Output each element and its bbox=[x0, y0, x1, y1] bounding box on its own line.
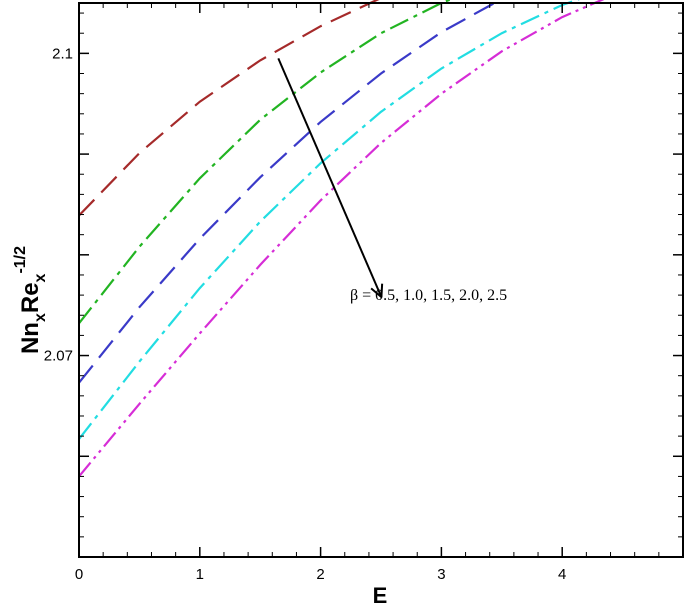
y-tick-label: 2.1 bbox=[52, 45, 73, 62]
x-tick-label: 4 bbox=[558, 566, 566, 583]
axis-layer: 0 1 2 3 4 2.07 2.1 bbox=[44, 3, 683, 583]
y-tick-label: 2.07 bbox=[44, 348, 73, 365]
y-title-sup: -1/2 bbox=[12, 246, 29, 274]
x-axis-title: E bbox=[373, 583, 388, 608]
x-tick-label: 3 bbox=[437, 566, 445, 583]
x-tick-label: 1 bbox=[196, 566, 204, 583]
y-title-sub1: x bbox=[32, 313, 49, 322]
x-tick-label: 0 bbox=[75, 566, 83, 583]
y-axis-title: NnxRex-1/2 bbox=[12, 246, 49, 354]
series-line-5 bbox=[78, 0, 605, 478]
y-title-base: Nn bbox=[17, 322, 44, 354]
y-title-mid: Re bbox=[17, 282, 44, 313]
plot-area-frame bbox=[78, 2, 684, 558]
series-line-2 bbox=[78, 0, 453, 324]
y-title-sub2: x bbox=[32, 273, 49, 282]
x-tick-label: 2 bbox=[316, 566, 324, 583]
series-line-4 bbox=[78, 0, 580, 440]
series-layer bbox=[78, 0, 605, 478]
annotation-label: β = 0.5, 1.0, 1.5, 2.0, 2.5 bbox=[350, 287, 507, 304]
series-line-1 bbox=[78, 0, 380, 217]
annotation-arrow bbox=[277, 58, 381, 296]
annotation-layer: β = 0.5, 1.0, 1.5, 2.0, 2.5 bbox=[277, 58, 507, 304]
series-line-3 bbox=[78, 0, 503, 384]
